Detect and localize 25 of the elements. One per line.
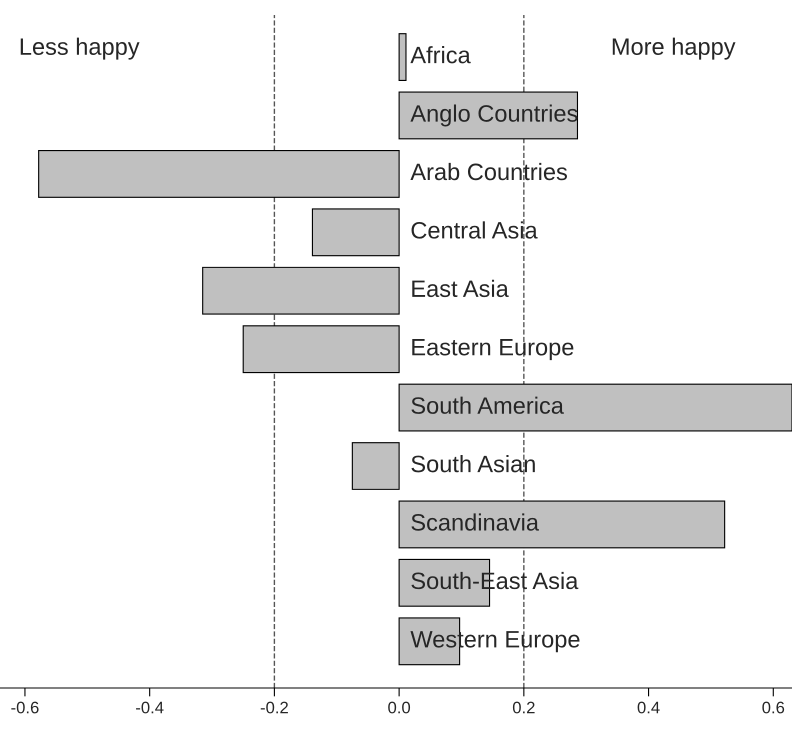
bar [202, 266, 400, 315]
x-tick-label: 0.4 [638, 702, 660, 714]
y-tick-label: South Asian [411, 455, 535, 472]
x-tick-label: -0.4 [136, 702, 164, 714]
x-tick-label: -0.6 [11, 702, 39, 714]
bar [312, 208, 400, 256]
y-tick-label: Arab Countries [410, 162, 567, 180]
y-tick-label: South America [411, 396, 564, 414]
annotation: Less happy [20, 38, 140, 60]
bar [398, 384, 792, 432]
y-tick-label: Scandinavia [411, 513, 539, 531]
bar [38, 150, 400, 198]
annotation: More happy [612, 38, 736, 60]
x-tick-label: 0.0 [388, 702, 410, 714]
x-tick-label: 0.2 [512, 702, 535, 714]
bar [242, 325, 400, 374]
x-tick-label: 0.6 [762, 702, 784, 714]
bar [352, 442, 400, 490]
bar [398, 500, 726, 548]
x-tick-label: -0.2 [260, 702, 288, 714]
y-tick-label: Eastern Europe [412, 339, 574, 360]
bar [398, 33, 407, 81]
y-tick-label: Central Asia [412, 221, 538, 239]
y-tick-label: East Asia [412, 280, 509, 298]
y-tick-label: Africa [410, 46, 471, 64]
